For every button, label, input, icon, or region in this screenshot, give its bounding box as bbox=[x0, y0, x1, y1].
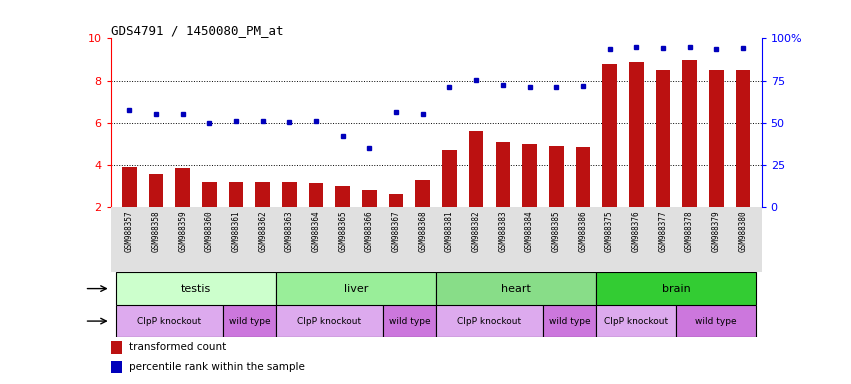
Bar bbox=[735, 70, 751, 207]
Bar bbox=[229, 182, 243, 207]
Bar bbox=[175, 168, 190, 207]
Bar bbox=[575, 147, 591, 207]
Text: GSM988381: GSM988381 bbox=[445, 210, 454, 252]
Text: transformed count: transformed count bbox=[129, 343, 226, 353]
Text: ClpP knockout: ClpP knockout bbox=[458, 316, 522, 326]
Bar bbox=[655, 70, 671, 207]
Text: GSM988366: GSM988366 bbox=[365, 210, 374, 252]
Bar bbox=[149, 174, 163, 207]
Text: GSM988378: GSM988378 bbox=[685, 210, 694, 252]
Bar bbox=[437, 305, 543, 337]
Bar bbox=[276, 305, 383, 337]
Text: testis: testis bbox=[181, 284, 211, 294]
Bar bbox=[543, 305, 597, 337]
Text: wild type: wild type bbox=[695, 316, 737, 326]
Text: GSM988361: GSM988361 bbox=[231, 210, 241, 252]
Bar bbox=[223, 305, 276, 337]
Text: GSM988386: GSM988386 bbox=[579, 210, 587, 252]
Text: GSM988367: GSM988367 bbox=[391, 210, 401, 252]
Bar bbox=[276, 272, 437, 305]
Bar bbox=[629, 61, 643, 207]
Text: GSM988377: GSM988377 bbox=[659, 210, 667, 252]
Bar bbox=[282, 182, 297, 207]
Text: ClpP knockout: ClpP knockout bbox=[137, 316, 202, 326]
Text: GSM988357: GSM988357 bbox=[125, 210, 134, 252]
Text: ClpP knockout: ClpP knockout bbox=[297, 316, 362, 326]
Text: GSM988364: GSM988364 bbox=[311, 210, 321, 252]
Text: GSM988376: GSM988376 bbox=[631, 210, 641, 252]
Bar bbox=[597, 305, 677, 337]
Text: GSM988382: GSM988382 bbox=[471, 210, 481, 252]
Text: GSM988379: GSM988379 bbox=[711, 210, 721, 252]
Text: liver: liver bbox=[344, 284, 368, 294]
Bar bbox=[111, 341, 123, 354]
Text: ClpP knockout: ClpP knockout bbox=[604, 316, 668, 326]
Bar bbox=[362, 190, 377, 207]
Text: GSM988362: GSM988362 bbox=[258, 210, 267, 252]
Bar bbox=[116, 305, 223, 337]
Text: percentile rank within the sample: percentile rank within the sample bbox=[129, 362, 305, 372]
Bar bbox=[415, 180, 430, 207]
Bar bbox=[202, 182, 217, 207]
Bar bbox=[677, 305, 757, 337]
Text: GSM988368: GSM988368 bbox=[419, 210, 427, 252]
Text: wild type: wild type bbox=[229, 316, 270, 326]
Bar bbox=[469, 131, 483, 207]
Text: GSM988360: GSM988360 bbox=[205, 210, 214, 252]
Bar bbox=[309, 183, 323, 207]
Bar bbox=[335, 186, 350, 207]
Text: GSM988359: GSM988359 bbox=[178, 210, 187, 252]
Text: GSM988365: GSM988365 bbox=[338, 210, 347, 252]
Bar bbox=[383, 305, 437, 337]
Bar bbox=[443, 150, 457, 207]
Bar bbox=[683, 60, 697, 207]
Bar bbox=[495, 142, 511, 207]
Bar bbox=[437, 272, 597, 305]
Text: GSM988384: GSM988384 bbox=[525, 210, 534, 252]
Text: wild type: wild type bbox=[389, 316, 431, 326]
Bar bbox=[255, 182, 270, 207]
Text: heart: heart bbox=[501, 284, 531, 294]
Text: GSM988358: GSM988358 bbox=[151, 210, 161, 252]
Text: GSM988383: GSM988383 bbox=[499, 210, 507, 252]
Bar bbox=[523, 144, 537, 207]
Bar bbox=[389, 194, 403, 207]
Text: GSM988380: GSM988380 bbox=[739, 210, 747, 252]
Text: GSM988363: GSM988363 bbox=[285, 210, 294, 252]
Bar bbox=[116, 272, 276, 305]
Text: GDS4791 / 1450080_PM_at: GDS4791 / 1450080_PM_at bbox=[111, 24, 283, 37]
Bar bbox=[122, 167, 137, 207]
Text: GSM988385: GSM988385 bbox=[551, 210, 561, 252]
Bar bbox=[603, 64, 617, 207]
Text: wild type: wild type bbox=[549, 316, 591, 326]
Bar bbox=[549, 146, 563, 207]
Text: GSM988375: GSM988375 bbox=[605, 210, 614, 252]
Bar bbox=[709, 70, 723, 207]
Bar bbox=[597, 272, 757, 305]
Bar bbox=[111, 361, 123, 373]
Text: brain: brain bbox=[662, 284, 691, 294]
